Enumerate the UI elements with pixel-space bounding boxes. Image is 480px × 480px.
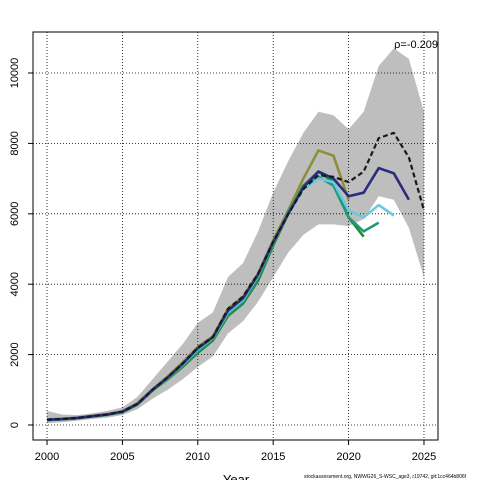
y-tick-label: 10000 bbox=[9, 58, 21, 89]
x-axis-label: Year bbox=[223, 472, 250, 480]
x-tick-label: 2020 bbox=[336, 451, 360, 463]
x-tick-label: 2025 bbox=[412, 451, 436, 463]
footer: stockassessment.org, NWWG26_S-WSC_age3, … bbox=[304, 474, 467, 480]
y-tick-label: 8000 bbox=[9, 131, 21, 155]
confidence-band bbox=[47, 48, 424, 424]
y-tick-label: 2000 bbox=[9, 342, 21, 366]
x-tick-label: 2005 bbox=[110, 451, 134, 463]
x-tick-label: 2015 bbox=[261, 451, 285, 463]
plot-frame bbox=[32, 31, 439, 441]
y-tick-label: 6000 bbox=[9, 202, 21, 226]
series-line bbox=[46, 131, 426, 421]
x-tick-label: 2000 bbox=[35, 451, 59, 463]
y-tick-label: 0 bbox=[9, 422, 21, 428]
y-tick-label: 4000 bbox=[9, 272, 21, 296]
x-tick-label: 2010 bbox=[186, 451, 210, 463]
annotation: ρ=-0.209 bbox=[394, 39, 438, 51]
